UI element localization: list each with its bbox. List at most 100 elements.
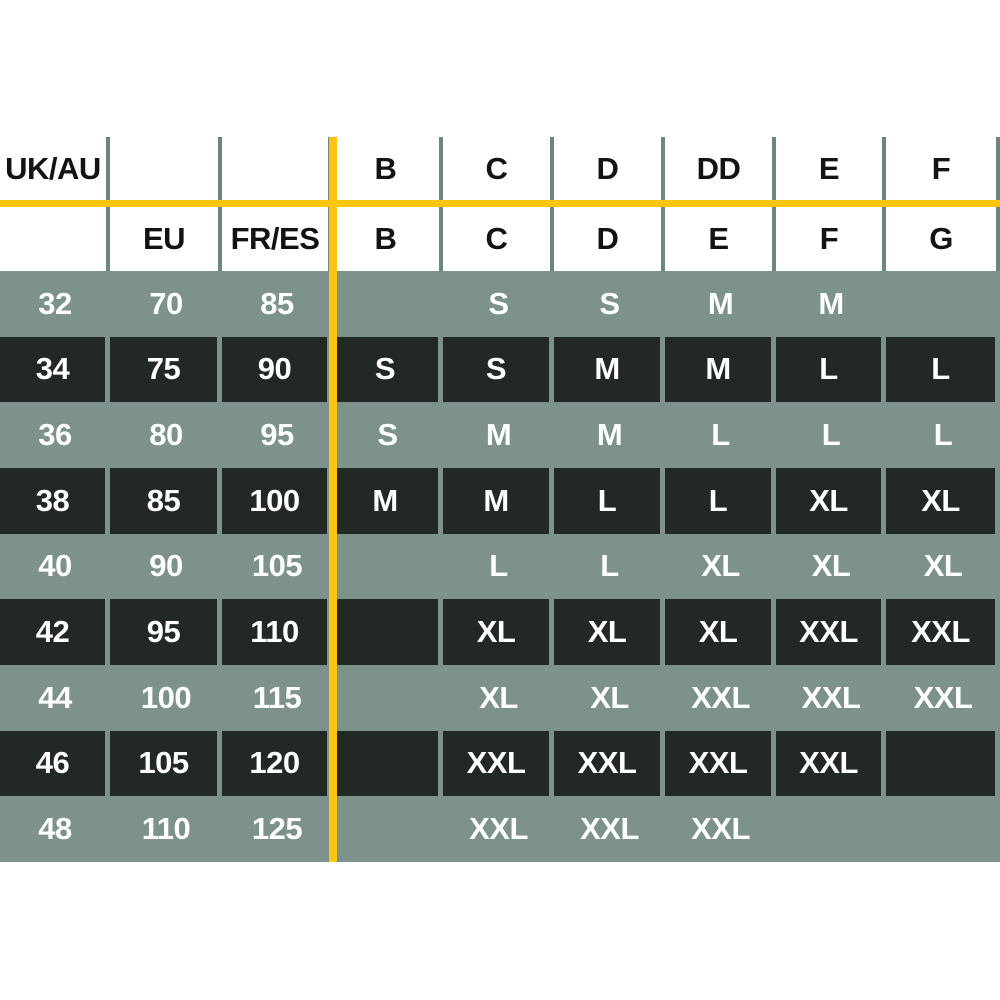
- row44-col7-XXL: XXL: [801, 679, 861, 715]
- row40-col5-L: L: [600, 548, 619, 584]
- row48-col7-empty: [776, 796, 886, 862]
- row42-col3-empty: [332, 599, 443, 665]
- header-row-eu-fres: EU FR/ES B C D E F G: [0, 207, 1000, 271]
- row40-col2-105: 105: [251, 548, 303, 584]
- row34-col3-S: S: [332, 336, 443, 403]
- row44-col5-XL: XL: [590, 679, 629, 715]
- header2-col8-G: G: [886, 207, 1000, 271]
- row48-col8-empty: [886, 796, 1000, 862]
- row40-col8-XL: XL: [923, 548, 963, 584]
- row42-col6-XL: XL: [665, 599, 776, 665]
- header2-col1-EU: EU: [110, 207, 222, 271]
- table-row-32: 32 70 85 S S M M: [0, 271, 1000, 337]
- header-row-uk-au: UK/AU B C D DD E F: [0, 137, 1000, 200]
- row40-col6-XL: XL: [701, 548, 740, 584]
- row32-col0-32: 32: [38, 285, 72, 321]
- row36-col4-M: M: [485, 417, 512, 453]
- row46-col4-XXL: XXL: [443, 730, 554, 797]
- table-body: 32 70 85 S S M M 34 75 90 S S M M L L 36 80 95 S M M L L L 38 85 10…: [0, 271, 1000, 862]
- row48-col1-110: 110: [141, 811, 191, 847]
- table-row-42: 42 95 110 XL XL XL XXL XXL: [0, 599, 1000, 665]
- table-row-34: 34 75 90 S S M M L L: [0, 336, 1000, 403]
- row36-col6-L: L: [711, 417, 730, 453]
- table-row-48: 48 110 125 XXL XXL XXL: [0, 796, 1000, 862]
- row34-col6-M: M: [665, 336, 776, 403]
- row32-col7-M: M: [818, 285, 844, 321]
- row46-col3-empty: [332, 730, 443, 797]
- row34-col8-L: L: [886, 336, 1000, 403]
- header2-col4-C: C: [443, 207, 554, 271]
- table-row-36: 36 80 95 S M M L L L: [0, 402, 1000, 468]
- row46-col0-46: 46: [0, 730, 110, 797]
- row32-col3-empty: [332, 271, 443, 337]
- row34-col1-75: 75: [110, 336, 222, 403]
- row36-col2-95: 95: [260, 417, 294, 453]
- row36-col1-80: 80: [149, 417, 183, 453]
- row42-col2-110: 110: [222, 599, 332, 665]
- table-row-44: 44 100 115 XL XL XXL XXL XXL: [0, 664, 1000, 731]
- header1-col3-B: B: [332, 137, 443, 200]
- header1-col0-UK/AU: UK/AU: [0, 137, 110, 200]
- row48-col3-empty: [332, 796, 443, 862]
- row38-col0-38: 38: [0, 467, 110, 534]
- header1-col1-empty: [110, 137, 222, 200]
- header1-col7-E: E: [776, 137, 886, 200]
- row42-col0-42: 42: [0, 599, 110, 665]
- row44-col8-XXL: XXL: [913, 679, 973, 715]
- table-row-46: 46 105 120 XXL XXL XXL XXL: [0, 730, 1000, 797]
- row44-col2-115: 115: [252, 679, 302, 715]
- row32-col5-S: S: [599, 285, 620, 321]
- row46-col5-XXL: XXL: [554, 730, 665, 797]
- row40-col1-90: 90: [149, 548, 183, 584]
- row48-col0-48: 48: [38, 811, 72, 847]
- row36-col3-S: S: [377, 417, 398, 453]
- row46-col1-105: 105: [110, 730, 222, 797]
- row32-col8-empty: [886, 271, 1000, 337]
- row48-col2-125: 125: [251, 811, 303, 847]
- header2-col0-empty: [0, 207, 110, 271]
- header1-col6-DD: DD: [665, 137, 776, 200]
- row44-col4-XL: XL: [479, 679, 518, 715]
- row48-col4-XXL: XXL: [469, 811, 528, 847]
- row44-col6-XXL: XXL: [691, 679, 750, 715]
- row44-col1-100: 100: [140, 679, 192, 715]
- row38-col5-L: L: [554, 467, 665, 534]
- size-conversion-table: UK/AU B C D DD E F EU FR/ES B C D E F G 32 70 85 S S M M 34 7…: [0, 137, 1000, 862]
- header1-col2-empty: [222, 137, 332, 200]
- row34-col0-34: 34: [0, 336, 110, 403]
- row38-col7-XL: XL: [776, 467, 886, 534]
- yellow-horizontal-divider: [0, 200, 1000, 207]
- table-row-38: 38 85 100 M M L L XL XL: [0, 467, 1000, 534]
- row38-col8-XL: XL: [886, 467, 1000, 534]
- row32-col1-70: 70: [149, 285, 183, 321]
- header2-col5-D: D: [554, 207, 665, 271]
- row42-col5-XL: XL: [554, 599, 665, 665]
- row42-col8-XXL: XXL: [886, 599, 1000, 665]
- row40-col4-L: L: [489, 548, 508, 584]
- header2-col6-E: E: [665, 207, 776, 271]
- row38-col2-100: 100: [222, 467, 332, 534]
- row38-col4-M: M: [443, 467, 554, 534]
- row46-col7-XXL: XXL: [776, 730, 886, 797]
- row36-col0-36: 36: [38, 417, 72, 453]
- yellow-vertical-divider: [329, 137, 337, 862]
- row38-col1-85: 85: [110, 467, 222, 534]
- row32-col2-85: 85: [260, 285, 294, 321]
- header1-col8-F: F: [886, 137, 1000, 200]
- row42-col4-XL: XL: [443, 599, 554, 665]
- header2-col2-FR/ES: FR/ES: [222, 207, 332, 271]
- row34-col7-L: L: [776, 336, 886, 403]
- row44-col0-44: 44: [38, 679, 72, 715]
- row48-col6-XXL: XXL: [691, 811, 750, 847]
- row38-col6-L: L: [665, 467, 776, 534]
- row40-col0-40: 40: [38, 548, 72, 584]
- row38-col3-M: M: [332, 467, 443, 534]
- table-row-40: 40 90 105 L L XL XL XL: [0, 533, 1000, 600]
- row42-col7-XXL: XXL: [776, 599, 886, 665]
- row34-col5-M: M: [554, 336, 665, 403]
- header2-col3-B: B: [332, 207, 443, 271]
- row40-col3-empty: [332, 534, 443, 600]
- row42-col1-95: 95: [110, 599, 222, 665]
- row48-col5-XXL: XXL: [580, 811, 639, 847]
- header1-col4-C: C: [443, 137, 554, 200]
